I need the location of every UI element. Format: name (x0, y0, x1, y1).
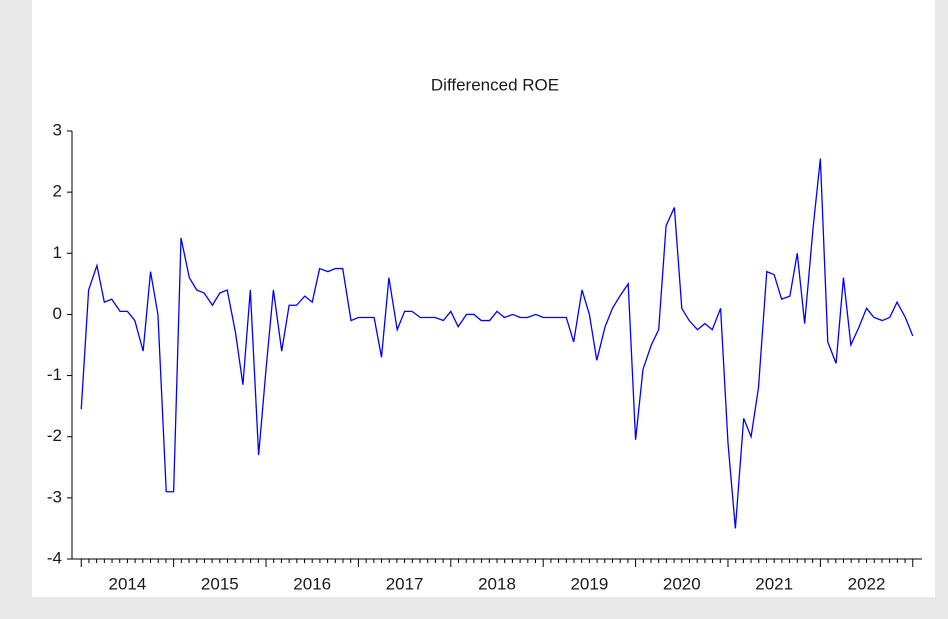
y-tick-label: -4 (47, 548, 62, 567)
x-tick-label: 2019 (570, 574, 608, 593)
y-tick-label: 0 (53, 304, 62, 323)
y-tick-label: -2 (47, 426, 62, 445)
y-tick-label: 3 (53, 120, 62, 139)
y-tick-label: 2 (53, 182, 62, 201)
data-line (80, 158, 914, 529)
x-tick-label: 2021 (755, 574, 793, 593)
y-tick-label: -1 (47, 365, 62, 384)
x-tick-label: 2022 (848, 574, 886, 593)
y-tick-label: -3 (47, 487, 62, 506)
x-tick-label: 2016 (293, 574, 331, 593)
x-tick-label: 2020 (663, 574, 701, 593)
y-tick-label: 1 (53, 243, 62, 262)
x-tick-label: 2014 (109, 574, 147, 593)
chart-title: Differenced ROE (431, 75, 559, 94)
x-tick-label: 2018 (478, 574, 516, 593)
x-tick-label: 2015 (201, 574, 239, 593)
x-tick-label: 2017 (386, 574, 424, 593)
